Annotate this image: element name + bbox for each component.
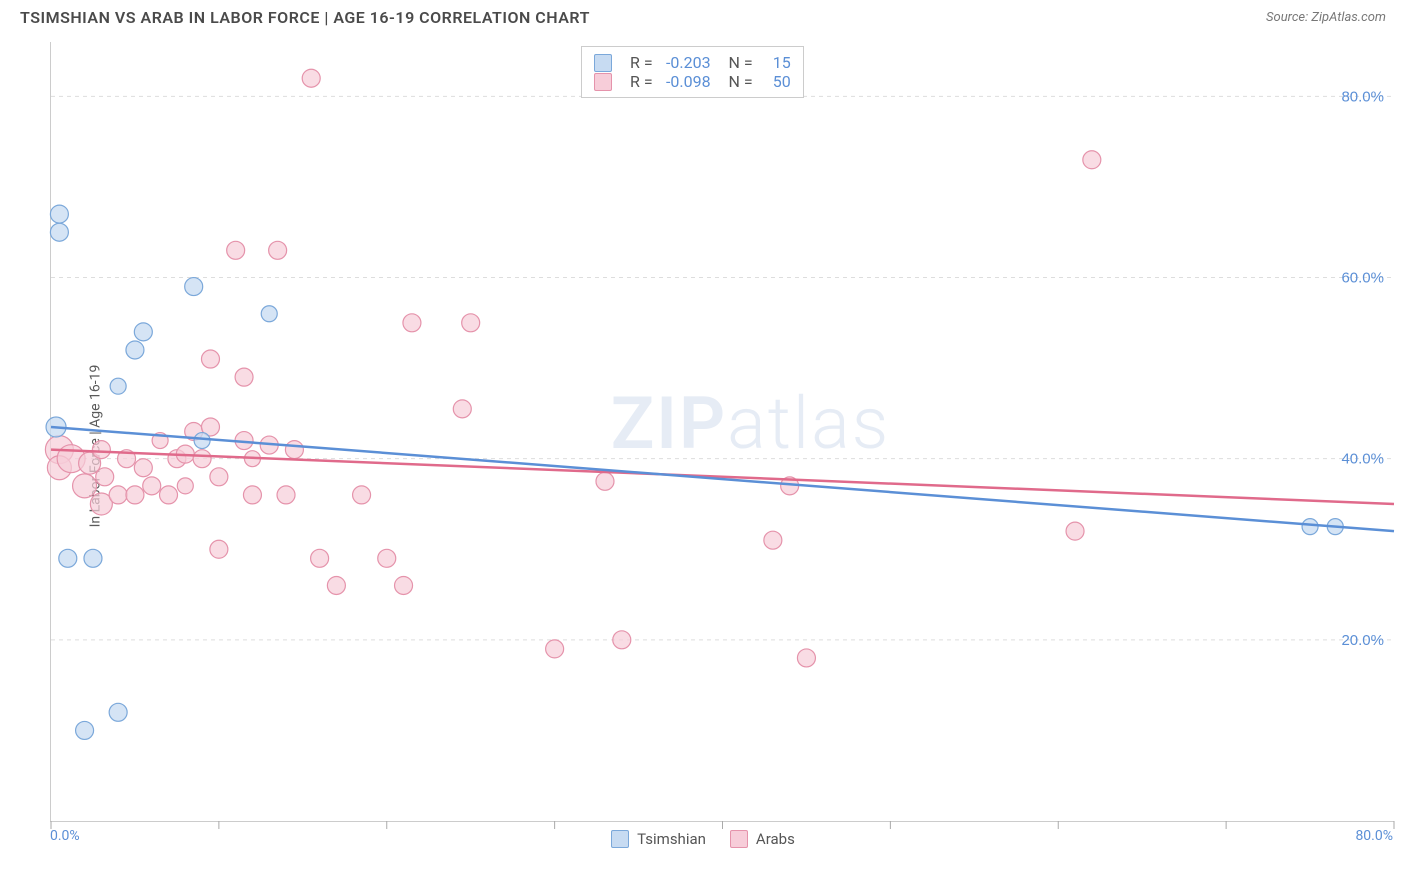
stats-swatch (594, 54, 612, 72)
points-layer: 20.0% 40.0% 60.0% 80.0% (51, 42, 1394, 821)
svg-text:20.0%: 20.0% (1341, 632, 1384, 649)
stats-row-arabs: R =-0.098 N =50 (594, 72, 791, 91)
legend-item-arabs: Arabs (730, 830, 795, 848)
stats-legend-box: R =-0.203 N =15R =-0.098 N =50 (581, 46, 804, 98)
legend-label: Tsimshian (637, 830, 706, 848)
legend-item-tsimshian: Tsimshian (611, 830, 706, 848)
source-label: Source: ZipAtlas.com (1266, 10, 1386, 25)
bottom-legend: Tsimshian Arabs (0, 830, 1406, 852)
svg-text:80.0%: 80.0% (1341, 88, 1384, 105)
chart-title: TSIMSHIAN VS ARAB IN LABOR FORCE | AGE 1… (20, 8, 590, 27)
stats-swatch (594, 73, 612, 91)
legend-swatch (611, 830, 629, 848)
svg-text:60.0%: 60.0% (1341, 270, 1384, 287)
stats-row-tsimshian: R =-0.203 N =15 (594, 53, 791, 72)
legend-swatch (730, 830, 748, 848)
legend-label: Arabs (756, 830, 795, 848)
svg-text:40.0%: 40.0% (1341, 451, 1384, 468)
plot-area: ZIPatlas 20.0%40.0%60.0%80.0% R =-0.203 … (50, 42, 1394, 822)
